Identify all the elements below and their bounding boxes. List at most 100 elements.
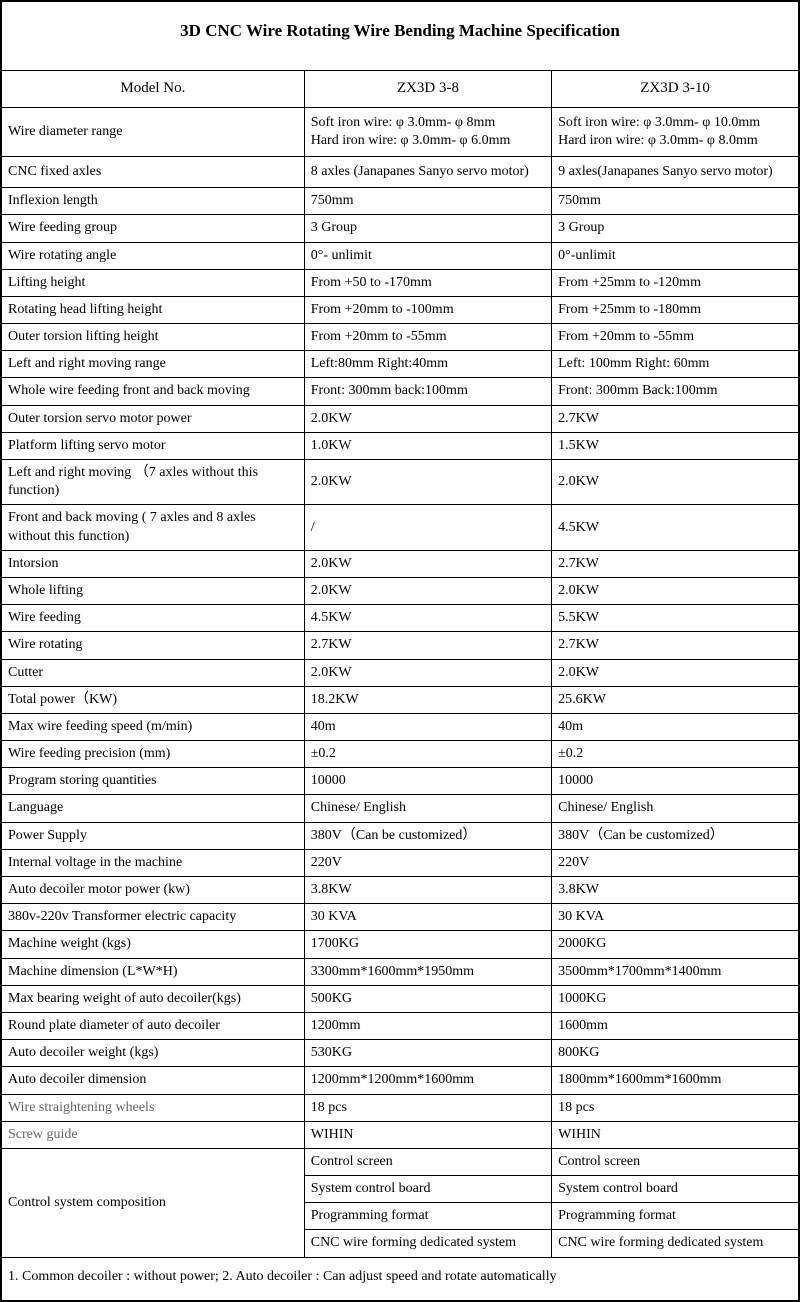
row-label: Platform lifting servo motor [1, 432, 304, 459]
row-value-b: ±0.2 [552, 741, 799, 768]
row-value-a: 530KG [304, 1040, 551, 1067]
row-label: Wire diameter range [1, 107, 304, 156]
row-label: Power Supply [1, 822, 304, 849]
row-label: Whole lifting [1, 577, 304, 604]
row-value-b: 2.7KW [552, 405, 799, 432]
table-row: Auto decoiler dimension1200mm*1200mm*160… [1, 1067, 799, 1094]
control-value-a: System control board [304, 1176, 551, 1203]
row-label: Max bearing weight of auto decoiler(kgs) [1, 985, 304, 1012]
row-label: Screw guide [1, 1121, 304, 1148]
row-value-b: 1.5KW [552, 432, 799, 459]
row-value-a: 500KG [304, 985, 551, 1012]
table-row: Max wire feeding speed (m/min)40m40m [1, 713, 799, 740]
row-label: Auto decoiler weight (kgs) [1, 1040, 304, 1067]
table-row: Internal voltage in the machine220V220V [1, 849, 799, 876]
row-value-a: 0°- unlimit [304, 242, 551, 269]
row-label: Wire feeding group [1, 215, 304, 242]
spec-table: 3D CNC Wire Rotating Wire Bending Machin… [0, 0, 800, 1302]
row-label: Outer torsion lifting height [1, 324, 304, 351]
header-label: Model No. [1, 71, 304, 108]
row-label: Left and right moving range [1, 351, 304, 378]
table-row: Wire straightening wheels18 pcs18 pcs [1, 1094, 799, 1121]
row-value-a: ±0.2 [304, 741, 551, 768]
row-value-b: From +25mm to -120mm [552, 269, 799, 296]
table-row: Outer torsion servo motor power2.0KW2.7K… [1, 405, 799, 432]
row-value-a: 10000 [304, 768, 551, 795]
row-value-b: 10000 [552, 768, 799, 795]
row-value-b: 1000KG [552, 985, 799, 1012]
row-value-a: From +50 to -170mm [304, 269, 551, 296]
control-value-b: Programming format [552, 1203, 799, 1230]
row-label: Internal voltage in the machine [1, 849, 304, 876]
row-label: Wire feeding [1, 605, 304, 632]
row-value-b: Front: 300mm Back:100mm [552, 378, 799, 405]
row-value-b: Left: 100mm Right: 60mm [552, 351, 799, 378]
row-value-a: 3.8KW [304, 877, 551, 904]
row-value-b: 25.6KW [552, 686, 799, 713]
row-value-a: 4.5KW [304, 605, 551, 632]
table-row: Front and back moving ( 7 axles and 8 ax… [1, 505, 799, 550]
row-value-b: 2.0KW [552, 577, 799, 604]
row-label: Machine weight (kgs) [1, 931, 304, 958]
row-value-b: 3 Group [552, 215, 799, 242]
table-row: Machine dimension (L*W*H)3300mm*1600mm*1… [1, 958, 799, 985]
row-value-a: WIHIN [304, 1121, 551, 1148]
control-value-b: CNC wire forming dedicated system [552, 1230, 799, 1257]
table-row: Auto decoiler weight (kgs)530KG800KG [1, 1040, 799, 1067]
row-value-b: 18 pcs [552, 1094, 799, 1121]
control-value-a: CNC wire forming dedicated system [304, 1230, 551, 1257]
control-value-b: Control screen [552, 1148, 799, 1175]
table-row: Wire feeding4.5KW5.5KW [1, 605, 799, 632]
table-row: Total power（KW)18.2KW25.6KW [1, 686, 799, 713]
footer-row: 1. Common decoiler : without power; 2. A… [1, 1257, 799, 1301]
table-row: Left and right moving rangeLeft:80mm Rig… [1, 351, 799, 378]
row-label: Wire feeding precision (mm) [1, 741, 304, 768]
row-value-a: From +20mm to -100mm [304, 296, 551, 323]
row-value-a: 18.2KW [304, 686, 551, 713]
row-value-b: 2.0KW [552, 460, 799, 505]
row-value-a: 2.0KW [304, 460, 551, 505]
row-value-a: 220V [304, 849, 551, 876]
control-row: Control system compositionControl screen… [1, 1148, 799, 1175]
row-value-b: 0°-unlimit [552, 242, 799, 269]
row-label: Auto decoiler dimension [1, 1067, 304, 1094]
row-value-b: 1600mm [552, 1012, 799, 1039]
row-value-a: / [304, 505, 551, 550]
row-value-b: 2.7KW [552, 632, 799, 659]
row-value-a: 3300mm*1600mm*1950mm [304, 958, 551, 985]
row-value-a: Chinese/ English [304, 795, 551, 822]
row-value-b: 2.7KW [552, 550, 799, 577]
row-value-a: 3 Group [304, 215, 551, 242]
table-row: Intorsion2.0KW2.7KW [1, 550, 799, 577]
row-label: Max wire feeding speed (m/min) [1, 713, 304, 740]
row-value-a: 750mm [304, 188, 551, 215]
row-value-b: 30 KVA [552, 904, 799, 931]
row-label: Left and right moving （7 axles without t… [1, 460, 304, 505]
table-row: CNC fixed axles8 axles (Janapanes Sanyo … [1, 156, 799, 187]
header-model-a: ZX3D 3-8 [304, 71, 551, 108]
row-value-a: 1.0KW [304, 432, 551, 459]
row-label: Wire straightening wheels [1, 1094, 304, 1121]
row-label: Program storing quantities [1, 768, 304, 795]
table-row: LanguageChinese/ EnglishChinese/ English [1, 795, 799, 822]
row-value-a: 1200mm*1200mm*1600mm [304, 1067, 551, 1094]
table-row: Inflexion length750mm750mm [1, 188, 799, 215]
row-value-b: 800KG [552, 1040, 799, 1067]
table-row: Outer torsion lifting heightFrom +20mm t… [1, 324, 799, 351]
table-row: Platform lifting servo motor1.0KW1.5KW [1, 432, 799, 459]
control-label: Control system composition [1, 1148, 304, 1257]
row-value-b: 2.0KW [552, 659, 799, 686]
row-value-b: WIHIN [552, 1121, 799, 1148]
footer-note: 1. Common decoiler : without power; 2. A… [1, 1257, 799, 1301]
row-value-b: 2000KG [552, 931, 799, 958]
control-value-a: Programming format [304, 1203, 551, 1230]
table-row: Screw guideWIHINWIHIN [1, 1121, 799, 1148]
table-row: Program storing quantities1000010000 [1, 768, 799, 795]
row-label: Inflexion length [1, 188, 304, 215]
row-label: Front and back moving ( 7 axles and 8 ax… [1, 505, 304, 550]
row-label: Round plate diameter of auto decoiler [1, 1012, 304, 1039]
row-label: Outer torsion servo motor power [1, 405, 304, 432]
row-value-a: 2.0KW [304, 577, 551, 604]
row-value-a: 2.0KW [304, 405, 551, 432]
row-label: CNC fixed axles [1, 156, 304, 187]
